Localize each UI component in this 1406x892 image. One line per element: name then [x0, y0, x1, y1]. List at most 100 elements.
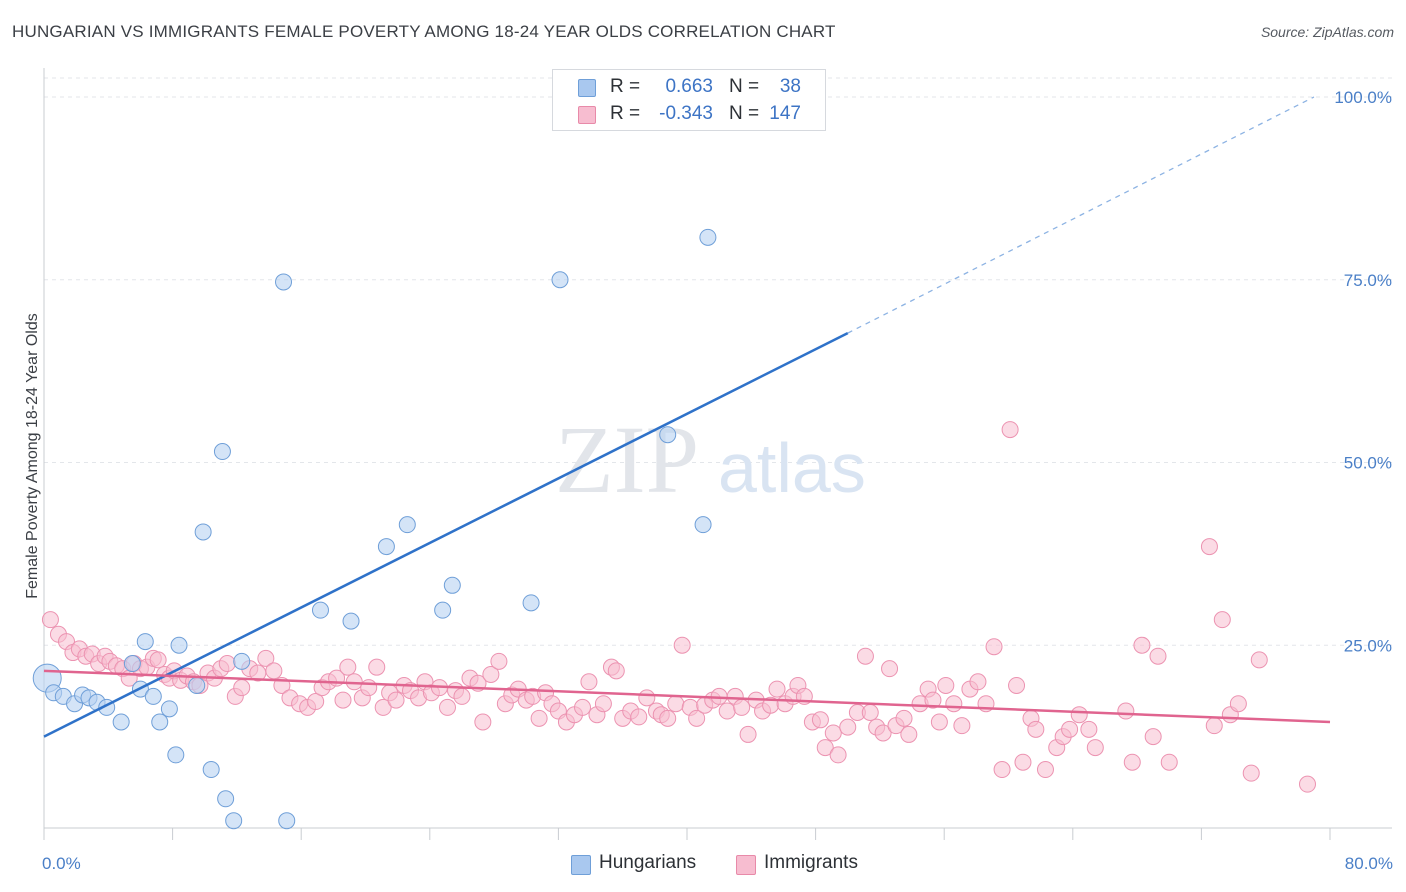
immigrants-point — [265, 662, 283, 680]
y-tick-label: 75.0% — [1344, 271, 1392, 290]
immigrants-point — [953, 717, 971, 735]
immigrants-point — [482, 665, 500, 683]
immigrants-point — [937, 676, 955, 694]
immigrants-point — [630, 708, 648, 726]
gridlines — [44, 77, 1392, 646]
legend-r-value: -0.343 — [659, 103, 713, 124]
hungarians-point — [377, 538, 395, 556]
hungarians-point — [123, 655, 141, 673]
y-tick-label: 50.0% — [1344, 454, 1392, 473]
immigrants-point — [930, 713, 948, 731]
immigrants-point — [1144, 728, 1162, 746]
immigrants-point — [580, 673, 598, 691]
immigrants-point — [733, 698, 751, 716]
y-axis-label: Female Poverty Among 18-24 Year Olds — [24, 313, 41, 599]
legend-row-immigrants: R = -0.343 N = 147 — [553, 102, 825, 128]
trend-lines — [43, 96, 1331, 738]
immigrants-point — [1298, 775, 1316, 793]
hungarians-point — [233, 652, 251, 670]
immigrants-point — [824, 724, 842, 742]
immigrants-point — [739, 725, 757, 743]
hungarians-point — [659, 426, 677, 444]
hungarians-point — [151, 713, 169, 731]
immigrants-point — [1117, 702, 1135, 720]
immigrants-point — [149, 651, 167, 669]
axes — [43, 68, 1392, 840]
series-legend: Hungarians Immigrants — [0, 852, 1406, 878]
immigrants-point — [900, 725, 918, 743]
legend-swatch-immigrants — [736, 855, 756, 875]
immigrants-point — [945, 695, 963, 713]
immigrants-point — [1123, 753, 1141, 771]
immigrants-point — [368, 658, 386, 676]
immigrants-point — [881, 660, 899, 678]
legend-n-value: 147 — [769, 103, 801, 124]
immigrants-point — [1213, 611, 1231, 629]
hungarians-point — [170, 636, 188, 654]
immigrants-point — [638, 689, 656, 707]
tick-labels: 25.0% 50.0% 75.0% 100.0% 0.0% 80.0% — [42, 88, 1393, 873]
hungarians-point — [202, 761, 220, 779]
immigrants-point — [1242, 764, 1260, 782]
immigrants-point — [360, 679, 378, 697]
immigrants-point — [594, 695, 612, 713]
immigrants-point — [1008, 676, 1026, 694]
immigrants-point — [811, 711, 829, 729]
x-tick-label: 0.0% — [42, 854, 81, 873]
legend-label-immigrants: Immigrants — [764, 852, 858, 873]
immigrants-point — [41, 611, 59, 629]
hungarians-point — [167, 746, 185, 764]
immigrants-point — [607, 662, 625, 680]
immigrants-point — [839, 718, 857, 736]
legend-n-value: 38 — [779, 76, 801, 97]
immigrants-point — [387, 691, 405, 709]
immigrants-point — [474, 713, 492, 731]
immigrants-point — [1200, 538, 1218, 556]
immigrants-point — [874, 724, 892, 742]
source-label: Source: ZipAtlas.com — [1260, 24, 1394, 40]
immigrants-point — [688, 709, 706, 727]
immigrants-point — [1205, 717, 1223, 735]
legend-r-label: R = — [610, 103, 641, 124]
hungarians-point — [136, 633, 154, 651]
immigrants-point — [816, 739, 834, 757]
immigrants-point — [1070, 706, 1088, 724]
immigrants-point — [339, 658, 357, 676]
correlation-legend: R = 0.663 N = 38 R = -0.343 N = 147 — [552, 69, 826, 131]
hungarians-point — [213, 443, 231, 461]
legend-row-hungarians: R = 0.663 N = 38 — [553, 75, 825, 101]
legend-swatch-immigrants — [578, 106, 596, 124]
immigrants-point — [856, 647, 874, 665]
immigrants-point — [895, 709, 913, 727]
immigrants-point — [530, 709, 548, 727]
legend-r-value: 0.663 — [665, 76, 713, 97]
immigrants-point — [969, 673, 987, 691]
hungarians-point — [275, 273, 293, 291]
hungarians-point — [551, 271, 569, 289]
hungarians-point — [699, 228, 717, 246]
immigrants-point — [574, 698, 592, 716]
y-tick-label: 100.0% — [1334, 88, 1392, 107]
hungarians-point — [160, 700, 178, 718]
immigrants-point — [1250, 651, 1268, 669]
hungarians-point — [443, 576, 461, 594]
immigrants-point — [453, 687, 471, 705]
immigrants-point — [768, 680, 786, 698]
immigrants-point — [374, 698, 392, 716]
hungarians-point — [112, 713, 130, 731]
immigrants-point — [1061, 720, 1079, 738]
immigrants-point — [1149, 647, 1167, 665]
immigrants-point — [1133, 636, 1151, 654]
immigrants-point — [718, 702, 736, 720]
chart-title: HUNGARIAN VS IMMIGRANTS FEMALE POVERTY A… — [12, 22, 836, 41]
immigrants-point — [233, 679, 251, 697]
hungarians-points — [32, 228, 717, 830]
immigrants-point — [924, 691, 942, 709]
y-tick-label: 25.0% — [1344, 636, 1392, 655]
hungarians-point — [188, 676, 206, 694]
immigrants-point — [829, 746, 847, 764]
hungarians-point — [311, 601, 329, 619]
immigrants-points — [41, 421, 1316, 793]
immigrants-point — [334, 691, 352, 709]
